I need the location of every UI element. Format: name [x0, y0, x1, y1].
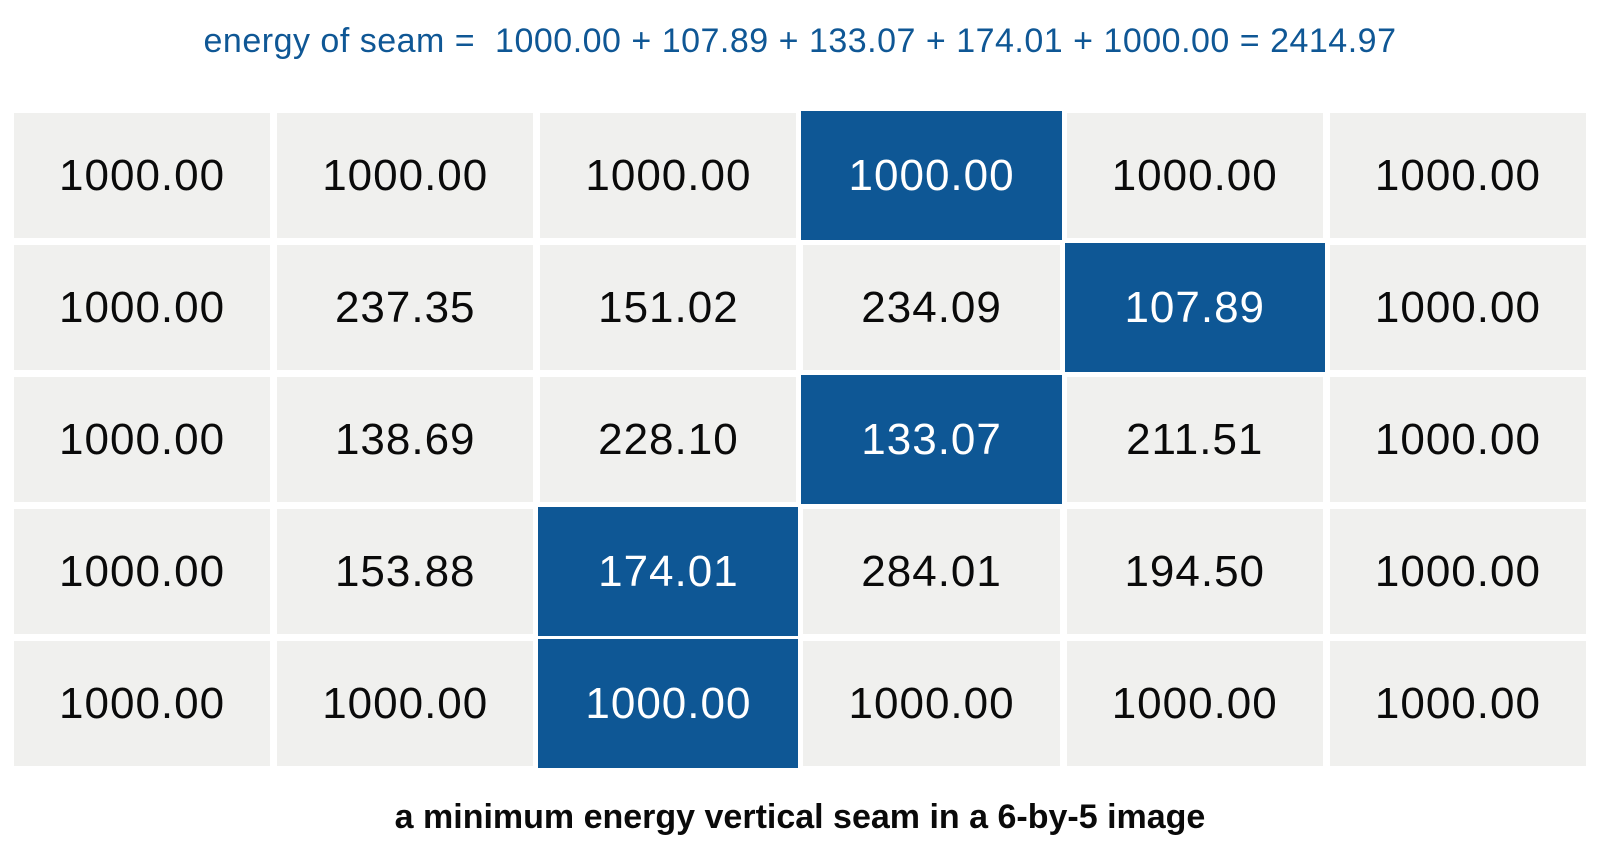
energy-cell: 237.35	[277, 245, 534, 370]
energy-cell: 228.10	[540, 377, 797, 502]
energy-cell: 1000.00	[1329, 509, 1586, 634]
figure-caption: a minimum energy vertical seam in a 6-by…	[394, 798, 1206, 836]
seam-cell: 133.07	[801, 375, 1062, 504]
seam-cell: 1000.00	[801, 111, 1062, 240]
energy-cell: 138.69	[277, 377, 534, 502]
energy-cell: 284.01	[803, 509, 1060, 634]
seam-cell: 107.89	[1064, 243, 1325, 372]
energy-cell: 153.88	[277, 509, 534, 634]
energy-cell: 1000.00	[540, 113, 797, 238]
energy-cell: 1000.00	[277, 641, 534, 766]
energy-cell: 1000.00	[1329, 245, 1586, 370]
energy-cell: 1000.00	[1329, 377, 1586, 502]
energy-cell: 1000.00	[1329, 641, 1586, 766]
energy-cell: 211.51	[1066, 377, 1323, 502]
energy-cell: 234.09	[803, 245, 1060, 370]
seam-cell: 1000.00	[538, 639, 799, 768]
energy-cell: 1000.00	[14, 377, 271, 502]
energy-cell: 151.02	[540, 245, 797, 370]
seam-cell: 174.01	[538, 507, 799, 636]
energy-grid: 1000.00 1000.00 1000.00 1000.00 1000.00 1000.…	[14, 111, 1586, 768]
seam-energy-equation: energy of seam = 1000.00 + 107.89 + 133.…	[203, 22, 1397, 60]
energy-cell: 194.50	[1066, 509, 1323, 634]
energy-cell: 1000.00	[14, 641, 271, 766]
energy-cell: 1000.00	[14, 509, 271, 634]
energy-cell: 1000.00	[277, 113, 534, 238]
energy-cell: 1000.00	[803, 641, 1060, 766]
energy-cell: 1000.00	[14, 113, 271, 238]
energy-cell: 1000.00	[14, 245, 271, 370]
energy-cell: 1000.00	[1066, 113, 1323, 238]
energy-cell: 1000.00	[1329, 113, 1586, 238]
energy-cell: 1000.00	[1066, 641, 1323, 766]
